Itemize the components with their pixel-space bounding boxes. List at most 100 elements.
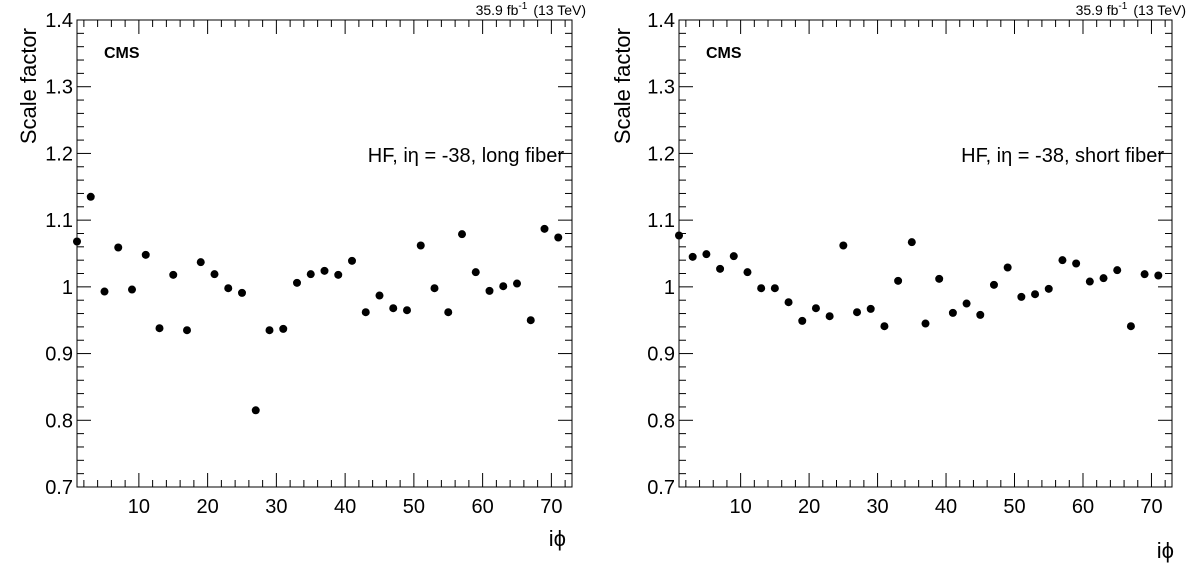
data-point [688,252,697,261]
data-point [1154,271,1163,280]
data-point [935,274,944,283]
x-tick-label: 70 [540,496,562,518]
axis-ticks [77,19,572,488]
data-point [293,278,301,287]
x-tick-label: 50 [1003,496,1025,518]
x-tick-label: 60 [472,496,494,518]
lumi-value: 35.9 fb [1076,2,1119,18]
energy-label: (13 TeV) [1133,2,1186,18]
plot-frame [76,19,573,488]
data-points [73,192,563,415]
y-tick-label: 1.3 [45,77,73,99]
data-point [907,238,916,247]
y-axis-label: Scale factor [610,28,635,144]
lumi-exponent: -1 [518,1,527,12]
lumi-value: 35.9 fb [476,2,519,18]
data-point [279,324,288,333]
x-tick-label: 10 [730,496,752,518]
x-tick-labels: 10 20 30 40 50 60 70 [730,496,1163,518]
data-point [141,250,150,259]
data-point [183,326,191,335]
data-point [251,406,260,415]
data-point [196,258,205,267]
data-point [757,284,766,293]
data-point [716,264,725,273]
data-point [948,308,957,317]
data-point [513,279,521,288]
data-point [1126,322,1135,331]
data-point [458,230,466,239]
data-point [526,316,535,325]
y-tick-label: 1.1 [647,210,675,232]
y-tick-label: 1.2 [647,143,675,165]
chart-annotation: HF, iη = -38, long fiber [368,145,565,167]
y-tick-label: 0.9 [647,344,675,366]
y-tick-label: 0.9 [45,344,73,366]
data-point [169,270,178,279]
lumi-label: 35.9 fb-1 (13 TeV) [476,1,586,18]
y-tick-label: 0.7 [647,477,675,499]
x-tick-labels: 10 20 30 40 50 60 70 [128,496,563,518]
data-point [976,310,985,319]
lumi-label: 35.9 fb-1 (13 TeV) [1076,1,1186,18]
data-point [334,270,343,279]
data-point [499,282,508,291]
data-point [1113,266,1122,275]
data-point [416,241,425,250]
scatter-panel-long-fiber: 10 20 30 40 50 60 70 0.7 0.8 0.9 1 1.1 1.2 1.3 1.4 CM… [0,0,593,566]
chart-long-fiber: 10 20 30 40 50 60 70 0.7 0.8 0.9 1 1.1 1.2 1.3 1.4 CM… [16,1,586,551]
data-point [128,285,136,294]
lumi-exponent: -1 [1118,1,1127,12]
data-point [1044,284,1053,293]
data-point [839,241,848,250]
x-axis-label: iϕ [549,526,566,551]
y-axis-label: Scale factor [16,28,41,144]
data-point [825,312,834,321]
y-tick-label: 0.7 [45,477,73,499]
data-point [798,316,807,325]
data-point [784,298,793,307]
x-tick-label: 20 [798,496,820,518]
y-tick-labels: 0.7 0.8 0.9 1 1.1 1.2 1.3 1.4 [45,10,73,499]
x-tick-label: 20 [197,496,219,518]
data-point [348,256,356,265]
x-axis-label: iϕ [1157,538,1174,563]
y-tick-label: 1 [664,277,675,299]
data-point [675,231,683,240]
x-tick-label: 10 [128,496,150,518]
data-point [921,319,930,328]
chart-annotation: HF, iη = -38, short fiber [961,145,1164,167]
data-point [1058,256,1067,265]
plot-frame [678,19,1173,488]
x-tick-label: 40 [935,496,957,518]
y-tick-label: 1.4 [45,10,73,32]
data-point [811,304,820,313]
x-tick-label: 30 [265,496,287,518]
energy-label: (13 TeV) [533,2,586,18]
data-point [989,280,998,289]
y-tick-labels: 0.7 0.8 0.9 1 1.1 1.2 1.3 1.4 [647,10,675,499]
data-point [444,308,453,317]
data-point [880,322,889,331]
axis-ticks [679,19,1172,488]
data-point [770,284,779,293]
y-tick-label: 1.4 [647,10,675,32]
y-tick-label: 1.1 [45,210,73,232]
y-tick-label: 0.8 [45,410,73,432]
data-point [894,276,903,285]
data-point [471,268,480,277]
data-point [853,308,862,317]
data-point [485,286,494,295]
cms-label: CMS [104,45,140,62]
data-points [675,231,1163,331]
data-point [702,250,711,259]
data-point [238,288,246,297]
data-point [866,304,875,313]
cms-label: CMS [706,45,742,62]
data-point [306,270,315,279]
data-point [1072,259,1081,268]
data-point [1017,292,1026,301]
data-point [114,243,123,252]
data-point [361,308,370,317]
data-point [389,304,398,313]
